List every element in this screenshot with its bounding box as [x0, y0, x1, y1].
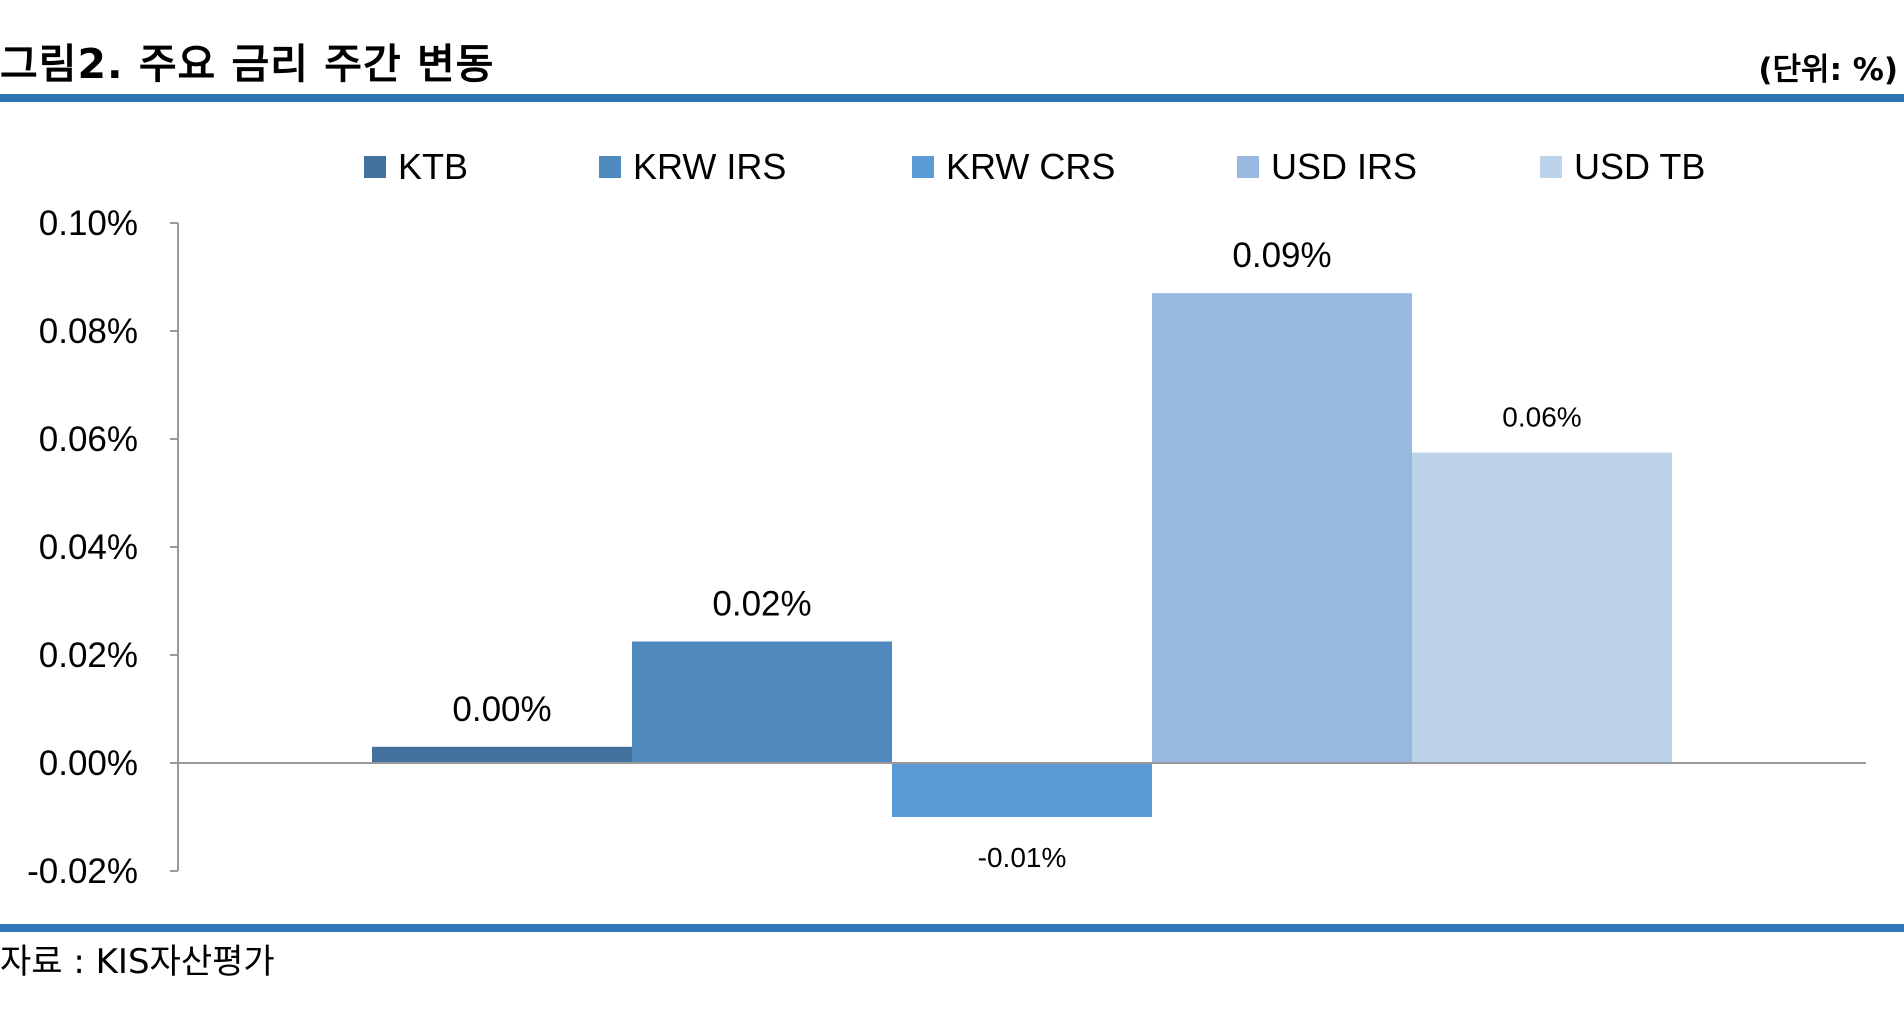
data-label: -0.01%: [978, 842, 1067, 873]
legend: KTB KRW IRS KRW CRS USD IRS USD TB: [364, 146, 1705, 187]
legend-label: KRW CRS: [946, 146, 1115, 187]
legend-swatch: [912, 156, 934, 178]
unit-label: (단위: %): [1758, 52, 1898, 88]
legend-item-usd-irs: USD IRS: [1237, 146, 1417, 187]
bottom-rule: [0, 924, 1904, 932]
source-note: 자료 : KIS자산평가: [0, 942, 275, 982]
top-rule: [0, 94, 1904, 102]
chart-title: 그림2. 주요 금리 주간 변동: [0, 40, 495, 88]
bar-krw-irs: [632, 641, 892, 763]
legend-label: KTB: [398, 146, 468, 187]
legend-swatch: [599, 156, 621, 178]
bar-usd-tb: [1412, 452, 1672, 763]
legend-swatch: [364, 156, 386, 178]
legend-swatch: [1237, 156, 1259, 178]
y-tick-label: -0.02%: [27, 852, 138, 891]
data-label: 0.02%: [712, 585, 811, 624]
y-tick-label: 0.04%: [39, 528, 138, 567]
data-label: 0.06%: [1502, 402, 1581, 433]
y-axis: 0.10% 0.08% 0.06% 0.04% 0.02% 0.00% -0.02%: [27, 204, 179, 891]
y-tick-label: 0.08%: [39, 312, 138, 351]
bars: [372, 293, 1672, 817]
legend-item-usd-tb: USD TB: [1540, 146, 1705, 187]
y-tick-label: 0.10%: [39, 204, 138, 243]
data-label: 0.09%: [1232, 236, 1331, 275]
legend-label: USD IRS: [1271, 146, 1417, 187]
legend-item-krw-crs: KRW CRS: [912, 146, 1115, 187]
legend-label: USD TB: [1574, 146, 1705, 187]
legend-label: KRW IRS: [633, 146, 786, 187]
bar-usd-irs: [1152, 293, 1412, 763]
legend-item-ktb: KTB: [364, 146, 468, 187]
legend-swatch: [1540, 156, 1562, 178]
y-tick-label: 0.06%: [39, 420, 138, 459]
bar-chart: KTB KRW IRS KRW CRS USD IRS USD TB 0.10% 0.08…: [27, 146, 1866, 891]
data-labels: 0.00% 0.02% -0.01% 0.09% 0.06%: [452, 236, 1581, 873]
y-tick-label: 0.00%: [39, 744, 138, 783]
bar-ktb: [372, 746, 632, 763]
bar-krw-crs: [892, 763, 1152, 817]
y-tick-label: 0.02%: [39, 636, 138, 675]
legend-item-krw-irs: KRW IRS: [599, 146, 786, 187]
data-label: 0.00%: [452, 690, 551, 729]
